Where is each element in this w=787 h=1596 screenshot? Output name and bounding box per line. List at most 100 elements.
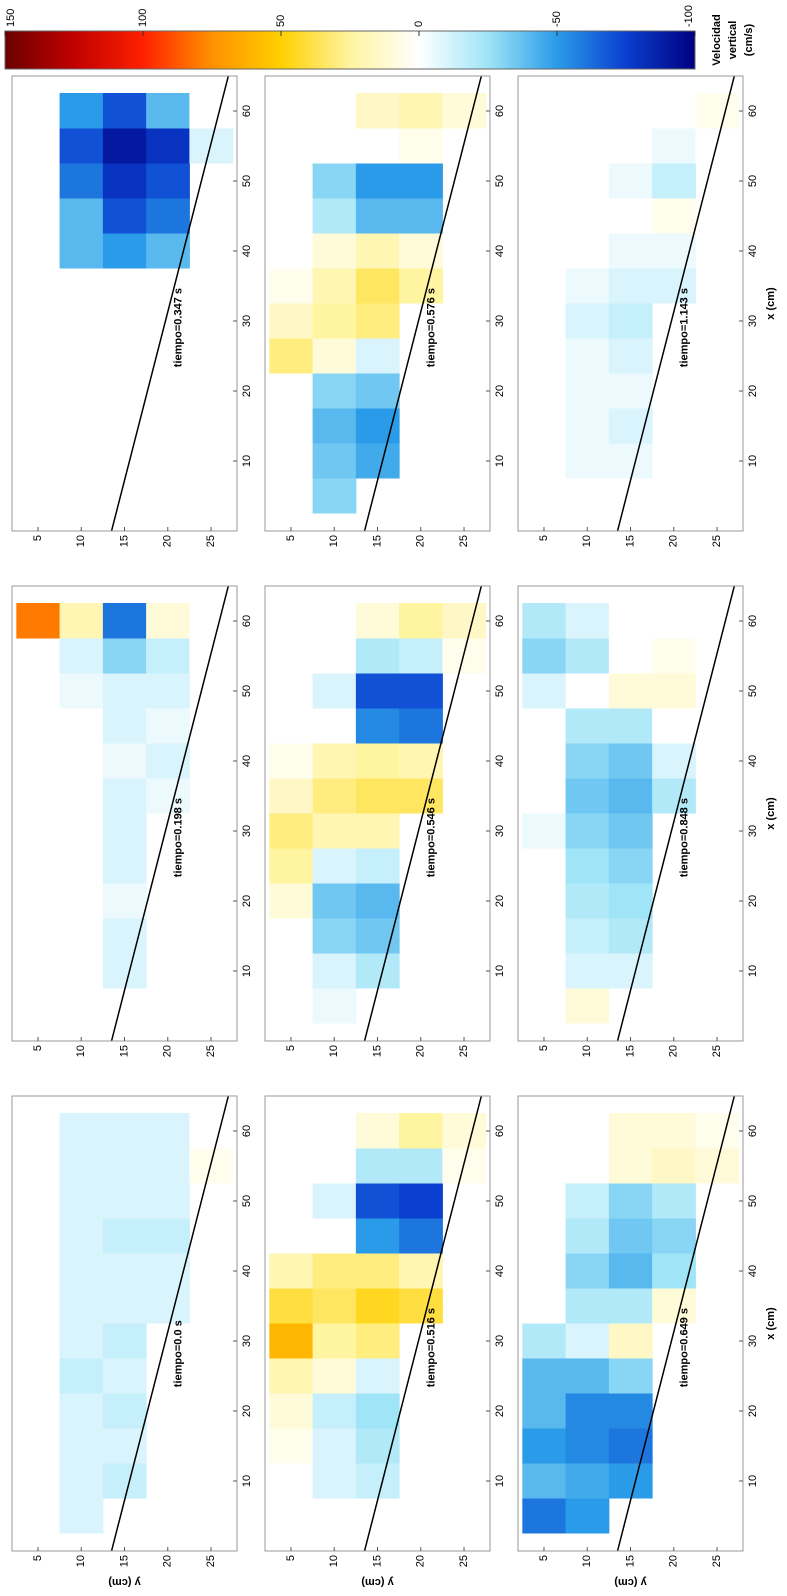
heatmap-cell	[522, 198, 567, 234]
heatmap-cell	[59, 268, 104, 304]
heatmap-cell	[652, 233, 696, 269]
colorbar-tick-label: -50	[551, 11, 563, 27]
x-tick-label: 10	[241, 1475, 253, 1487]
y-tick-label: 10	[328, 1555, 340, 1567]
heatmap-cell	[16, 268, 61, 304]
y-tick-label: 5	[32, 1045, 44, 1051]
heatmap-cell	[355, 918, 400, 954]
heatmap-cell	[102, 883, 147, 919]
x-tick-label: 20	[494, 385, 506, 397]
heatmap-cell	[399, 128, 443, 164]
x-tick-label: 30	[241, 825, 253, 837]
heatmap-cell	[59, 708, 104, 744]
heatmap-cell	[442, 638, 487, 674]
heatmap-cell	[102, 848, 147, 884]
x-tick-label: 30	[494, 315, 506, 327]
heatmap-cell	[102, 638, 147, 674]
heatmap-cell	[565, 743, 610, 779]
heatmap-cell	[522, 1113, 567, 1149]
colorbar-label: vertical	[727, 21, 739, 60]
x-tick-label: 40	[241, 1265, 253, 1277]
heatmap-cell	[522, 1358, 567, 1394]
heatmap-cell	[189, 93, 234, 129]
heatmap-cell	[608, 1218, 653, 1254]
heatmap-cell	[565, 673, 610, 709]
heatmap-cell	[608, 883, 653, 919]
heatmap-cell	[355, 883, 400, 919]
heatmap-cell	[102, 1253, 147, 1289]
y-tick-label: 5	[538, 1045, 550, 1051]
y-tick-label: 5	[538, 535, 550, 541]
heatmap-cell	[652, 93, 696, 129]
heatmap-cell	[146, 1113, 190, 1149]
y-tick-label: 10	[581, 1045, 593, 1057]
heatmap-cell	[608, 443, 653, 479]
y-tick-label: 25	[205, 535, 217, 547]
heatmap-cell	[355, 953, 400, 989]
y-tick-label: 10	[581, 535, 593, 547]
x-tick-label: 40	[494, 245, 506, 257]
heatmap-cell	[608, 198, 653, 234]
heatmap-cell	[269, 443, 314, 479]
heatmap-cell	[565, 478, 610, 514]
y-tick-label: 15	[624, 1555, 636, 1567]
x-tick-label: 50	[241, 1195, 253, 1207]
heatmap-cell	[608, 1288, 653, 1324]
heatmap-cell	[59, 1183, 104, 1219]
x-tick-label: 20	[494, 895, 506, 907]
x-tick-label: 20	[747, 895, 759, 907]
heatmap-cell	[146, 1183, 190, 1219]
heatmap-cell	[442, 128, 487, 164]
heatmap-cell	[146, 163, 190, 199]
heatmap-cell	[399, 268, 443, 304]
plot-area	[265, 76, 490, 531]
heatmap-cell	[59, 198, 104, 234]
heatmap-cell	[312, 443, 357, 479]
heatmap-cell	[442, 93, 487, 129]
heatmap-cell	[608, 1463, 653, 1499]
x-tick-label: 40	[747, 755, 759, 767]
heatmap-cell	[16, 128, 61, 164]
heatmap-cell	[522, 1148, 567, 1184]
heatmap-cell	[59, 1358, 104, 1394]
y-tick-label: 10	[75, 1045, 87, 1057]
heatmap-cell	[652, 1288, 696, 1324]
heatmap-cell	[565, 953, 610, 989]
heatmap-cell	[399, 743, 443, 779]
y-axis-label: y (cm)	[614, 1576, 647, 1588]
heatmap-cell	[442, 603, 487, 639]
x-tick-label: 40	[241, 245, 253, 257]
y-axis-label: y (cm)	[108, 1576, 141, 1588]
heatmap-cell	[442, 1113, 487, 1149]
heatmap-cell	[522, 953, 567, 989]
heatmap-cell	[269, 1183, 314, 1219]
heatmap-cell	[565, 1358, 610, 1394]
panel-title: tiempo=0.516 s	[425, 1308, 437, 1387]
colorbar-tick-label: 50	[275, 15, 287, 27]
panel-title: tiempo=0.0 s	[172, 1320, 184, 1387]
heatmap-cell	[565, 443, 610, 479]
x-tick-label: 40	[494, 755, 506, 767]
heatmap-cell	[16, 1428, 61, 1464]
heatmap-cell	[102, 813, 147, 849]
heatmap-cell	[59, 128, 104, 164]
bed-line	[110, 586, 230, 1041]
heatmap-cell	[312, 603, 357, 639]
y-tick-label: 5	[32, 1555, 44, 1561]
heatmap-cell	[102, 163, 147, 199]
heatmap-cell	[102, 1428, 147, 1464]
heatmap-cell	[312, 93, 357, 129]
bed-line	[363, 586, 483, 1041]
y-tick-label: 25	[711, 1045, 723, 1057]
heatmap-cell	[269, 1218, 314, 1254]
heatmap-cell	[695, 93, 740, 129]
heatmap-cell	[102, 268, 147, 304]
heatmap-cell	[608, 233, 653, 269]
heatmap-cell	[312, 778, 357, 814]
heatmap-cell	[59, 813, 104, 849]
heatmap-cell	[269, 778, 314, 814]
panel: 10 20 30 40 50 60 5 10 15 20 25 tiempo=0.198 s	[11, 585, 253, 1057]
heatmap-cell	[399, 1218, 443, 1254]
heatmap-cell	[312, 988, 357, 1024]
plot-area	[12, 76, 237, 531]
